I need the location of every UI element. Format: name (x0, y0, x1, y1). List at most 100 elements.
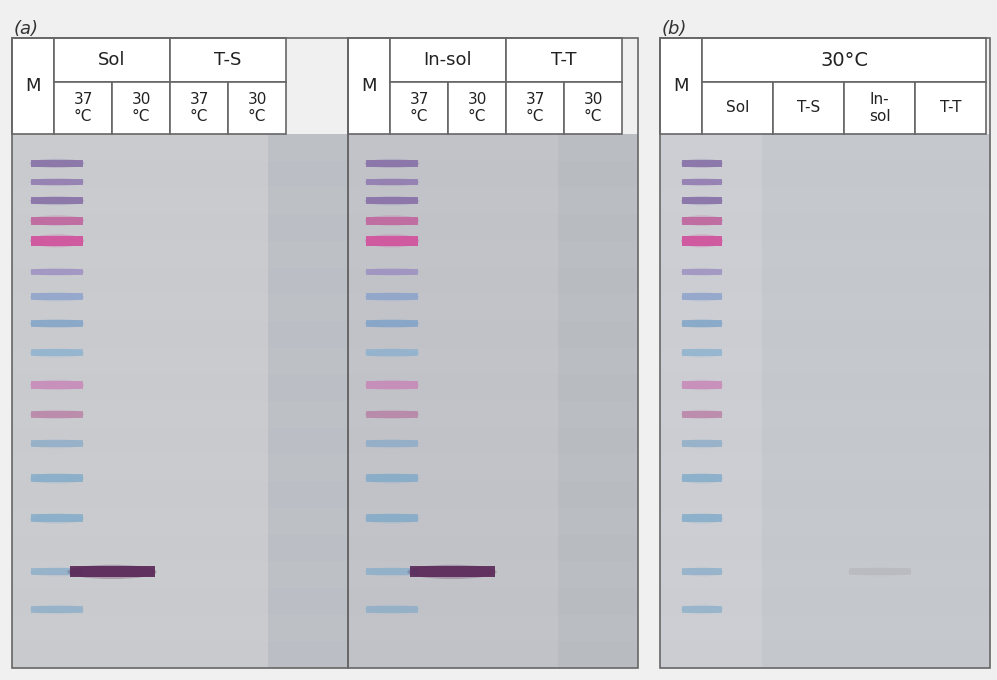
Bar (682, 568, 722, 575)
Bar (682, 160, 722, 167)
Bar (31, 475, 83, 482)
Bar (558, 641, 638, 668)
Bar (268, 454, 348, 481)
Bar (702, 38, 986, 82)
Ellipse shape (30, 268, 85, 275)
Text: In-
sol: In- sol (868, 92, 890, 124)
Ellipse shape (408, 564, 497, 579)
Bar (390, 38, 506, 82)
Ellipse shape (365, 410, 420, 419)
Bar (660, 508, 990, 534)
Bar (762, 188, 990, 214)
Bar (660, 294, 990, 321)
Ellipse shape (30, 567, 85, 577)
Bar (702, 82, 773, 134)
Bar (762, 481, 990, 508)
Text: M: M (25, 77, 41, 95)
Text: (b): (b) (662, 20, 687, 38)
Bar (682, 411, 722, 418)
Bar (268, 160, 348, 188)
Bar (390, 82, 448, 134)
Ellipse shape (365, 379, 420, 390)
Bar (12, 508, 348, 534)
Bar (268, 481, 348, 508)
Bar (558, 588, 638, 615)
Ellipse shape (30, 439, 85, 448)
Bar (660, 38, 990, 668)
Bar (348, 134, 638, 668)
Text: 30
°C: 30 °C (583, 92, 603, 124)
Bar (682, 216, 722, 224)
Ellipse shape (30, 473, 85, 483)
Text: T-S: T-S (214, 51, 241, 69)
Text: M: M (361, 77, 377, 95)
Bar (12, 534, 348, 561)
Bar (348, 134, 638, 160)
Bar (660, 401, 990, 428)
Bar (366, 236, 418, 245)
Bar (348, 214, 638, 241)
Text: 30
°C: 30 °C (132, 92, 151, 124)
Bar (762, 534, 990, 561)
Bar (762, 160, 990, 188)
Bar (268, 641, 348, 668)
Ellipse shape (681, 216, 723, 226)
Bar (366, 197, 418, 204)
Ellipse shape (681, 513, 723, 524)
Bar (762, 241, 990, 267)
Bar (366, 381, 418, 389)
Text: T-S: T-S (797, 101, 821, 116)
Bar (12, 134, 348, 160)
Bar (268, 588, 348, 615)
Bar (228, 82, 286, 134)
Bar (54, 38, 170, 82)
Bar (12, 134, 348, 668)
Bar (268, 134, 348, 160)
Text: (a): (a) (14, 20, 39, 38)
Bar (682, 381, 722, 389)
Ellipse shape (365, 439, 420, 448)
Bar (564, 82, 622, 134)
Text: Sol: Sol (726, 101, 749, 116)
Bar (12, 615, 348, 641)
Bar (762, 374, 990, 401)
Bar (348, 401, 638, 428)
Ellipse shape (30, 513, 85, 524)
Bar (366, 411, 418, 418)
Bar (348, 347, 638, 374)
Bar (682, 293, 722, 301)
Bar (558, 267, 638, 294)
Ellipse shape (365, 235, 420, 248)
Ellipse shape (681, 439, 723, 448)
Bar (366, 320, 418, 327)
Ellipse shape (681, 319, 723, 328)
Bar (348, 641, 638, 668)
Ellipse shape (30, 605, 85, 614)
Ellipse shape (365, 216, 420, 226)
Bar (682, 320, 722, 327)
Ellipse shape (30, 410, 85, 419)
Bar (268, 428, 348, 454)
Ellipse shape (365, 268, 420, 275)
Bar (773, 82, 844, 134)
Bar (558, 134, 638, 160)
Bar (410, 566, 495, 577)
Bar (558, 615, 638, 641)
Bar (506, 38, 622, 82)
Bar (31, 179, 83, 185)
Text: In-sol: In-sol (424, 51, 473, 69)
Bar (348, 428, 638, 454)
Bar (558, 160, 638, 188)
Ellipse shape (365, 348, 420, 358)
Bar (660, 188, 990, 214)
Bar (762, 214, 990, 241)
Bar (558, 508, 638, 534)
Bar (366, 440, 418, 447)
Bar (348, 615, 638, 641)
Bar (682, 350, 722, 356)
Bar (558, 214, 638, 241)
Ellipse shape (681, 348, 723, 358)
Ellipse shape (365, 319, 420, 328)
Bar (762, 641, 990, 668)
Bar (31, 236, 83, 245)
